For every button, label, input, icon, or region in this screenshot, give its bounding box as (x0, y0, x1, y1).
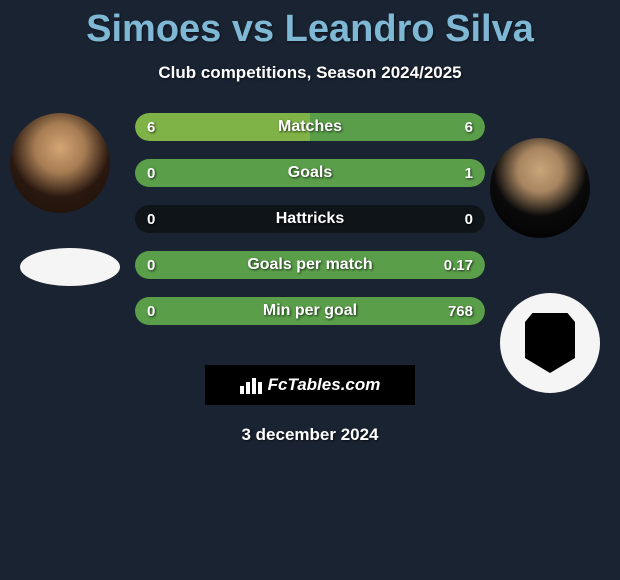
stat-value-right: 768 (448, 303, 473, 320)
player-right-avatar (490, 138, 590, 238)
stat-value-right: 1 (465, 165, 473, 182)
stat-label: Min per goal (135, 302, 485, 320)
club-right-logo (500, 293, 600, 393)
stat-label: Hattricks (135, 210, 485, 228)
club-right-crest (525, 313, 575, 373)
brand-text: FcTables.com (268, 375, 381, 395)
stat-row: 0Goals1 (135, 159, 485, 187)
comparison-area: 6Matches60Goals10Hattricks00Goals per ma… (0, 113, 620, 325)
club-left-logo (20, 248, 120, 286)
date-label: 3 december 2024 (0, 425, 620, 445)
stat-value-right: 0 (465, 211, 473, 228)
stat-row: 0Min per goal768 (135, 297, 485, 325)
stat-value-right: 0.17 (444, 257, 473, 274)
stat-label: Goals (135, 164, 485, 182)
subtitle: Club competitions, Season 2024/2025 (0, 63, 620, 83)
brand-chart-icon (240, 376, 262, 394)
stat-value-right: 6 (465, 119, 473, 136)
page-title: Simoes vs Leandro Silva (0, 0, 620, 51)
stat-label: Goals per match (135, 256, 485, 274)
stat-label: Matches (135, 118, 485, 136)
stats-list: 6Matches60Goals10Hattricks00Goals per ma… (135, 113, 485, 325)
footer-brand[interactable]: FcTables.com (205, 365, 415, 405)
stat-row: 6Matches6 (135, 113, 485, 141)
stat-row: 0Goals per match0.17 (135, 251, 485, 279)
stat-row: 0Hattricks0 (135, 205, 485, 233)
player-left-avatar (10, 113, 110, 213)
